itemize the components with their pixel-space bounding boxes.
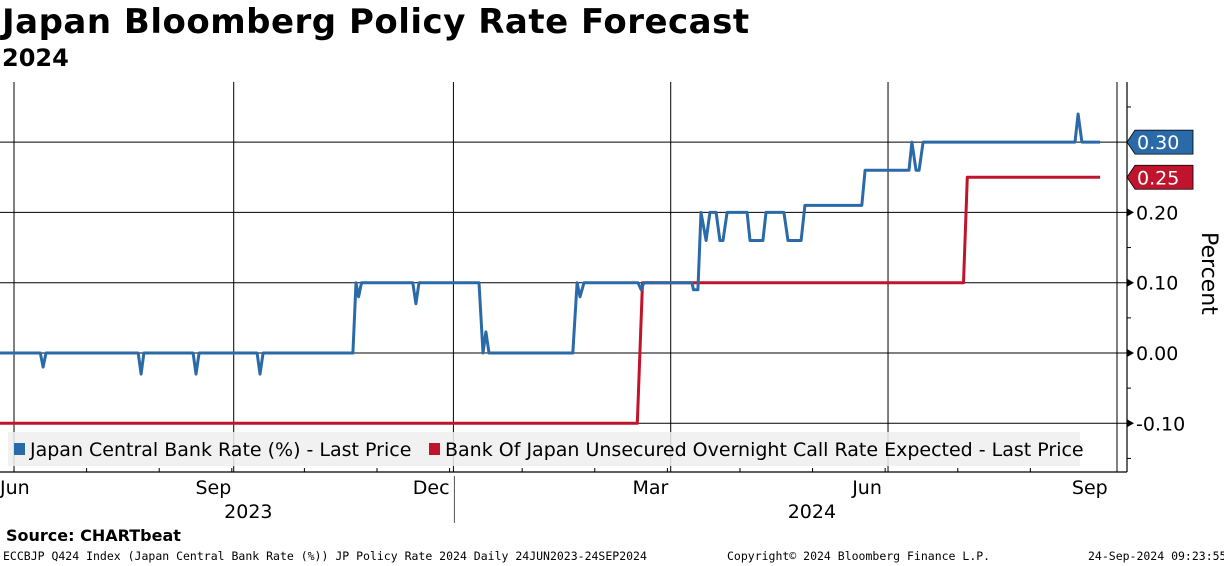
footer-ticker-info: ECCBJP Q424 Index (Japan Central Bank Ra… — [3, 549, 647, 563]
y-tick-label: 0.20 — [1136, 202, 1178, 224]
chart-subtitle: 2024 — [2, 44, 69, 72]
last-value-tag-1 — [1126, 164, 1194, 190]
legend-swatch-0 — [14, 443, 25, 455]
x-year-label: 2023 — [224, 501, 272, 523]
x-month-label: Jun — [851, 477, 882, 499]
y-tick-arrow — [1127, 208, 1134, 217]
footer-timestamp: 24-Sep-2024 09:23:55 — [1088, 549, 1224, 563]
legend-swatch-1 — [429, 443, 440, 455]
footer-copyright: Copyright© 2024 Bloomberg Finance L.P. — [727, 549, 991, 563]
x-month-label: Jun — [0, 477, 30, 499]
x-month-label: Sep — [1072, 477, 1108, 499]
last-value-label: 0.30 — [1137, 132, 1179, 154]
y-tick-label: -0.10 — [1136, 413, 1185, 435]
y-tick-arrow — [1127, 278, 1134, 287]
y-tick-arrow — [1127, 349, 1134, 357]
x-month-label: Sep — [196, 477, 232, 499]
series-line-1 — [0, 175, 1101, 425]
y-tick-label: 0.10 — [1136, 273, 1178, 295]
x-year-label: 2024 — [788, 501, 836, 523]
x-month-label: Mar — [633, 477, 669, 499]
y-axis-title: Percent — [1196, 232, 1221, 315]
source-label: Source: CHARTbeat — [6, 526, 181, 545]
last-value-label: 0.25 — [1137, 167, 1179, 189]
last-value-tag-0 — [1126, 129, 1194, 155]
legend-label: Bank Of Japan Unsecured Overnight Call R… — [445, 439, 1084, 461]
legend-label: Japan Central Bank Rate (%) - Last Price — [29, 439, 411, 461]
y-tick-arrow — [1127, 419, 1134, 428]
legend-box — [8, 432, 1080, 466]
series-line-0 — [0, 112, 1101, 376]
x-month-label: Dec — [413, 477, 450, 499]
y-tick-label: 0.00 — [1136, 343, 1178, 365]
chart-title: Japan Bloomberg Policy Rate Forecast — [2, 2, 750, 42]
